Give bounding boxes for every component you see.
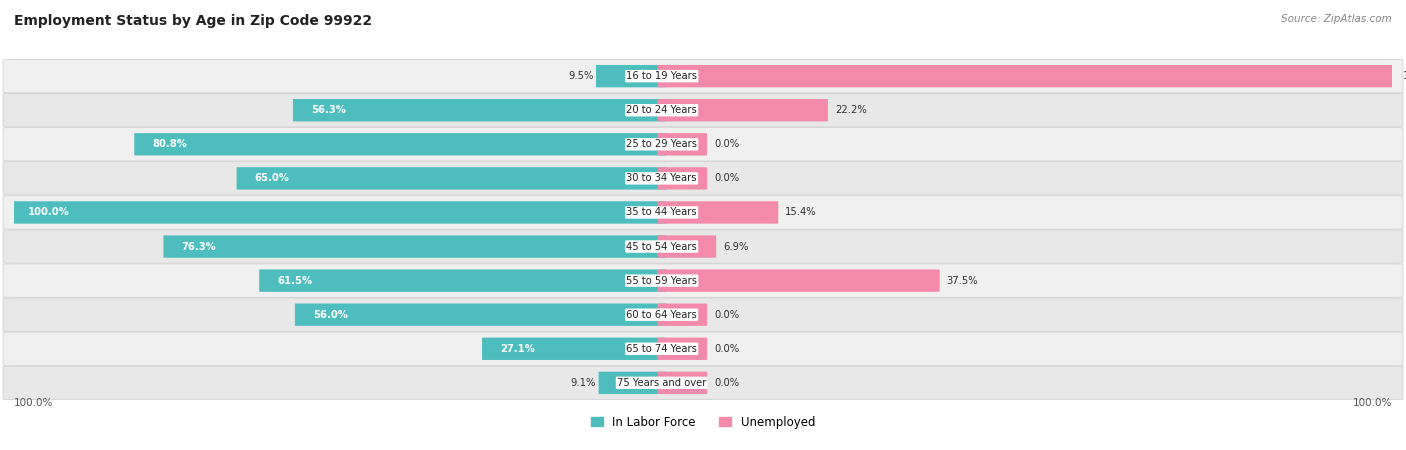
FancyBboxPatch shape [3, 128, 1403, 161]
FancyBboxPatch shape [3, 264, 1403, 297]
FancyBboxPatch shape [3, 298, 1403, 331]
Text: 56.3%: 56.3% [311, 105, 346, 115]
Text: 75 Years and over: 75 Years and over [617, 378, 706, 388]
Text: 56.0%: 56.0% [312, 310, 347, 320]
Text: 80.8%: 80.8% [152, 140, 187, 149]
FancyBboxPatch shape [596, 65, 666, 87]
Text: 0.0%: 0.0% [714, 344, 740, 354]
Text: 0.0%: 0.0% [714, 173, 740, 184]
Text: 100.0%: 100.0% [28, 207, 69, 217]
Text: 6.9%: 6.9% [723, 242, 748, 252]
FancyBboxPatch shape [658, 303, 707, 326]
Text: Source: ZipAtlas.com: Source: ZipAtlas.com [1281, 14, 1392, 23]
FancyBboxPatch shape [3, 94, 1403, 127]
Text: 35 to 44 Years: 35 to 44 Years [626, 207, 697, 217]
Text: 61.5%: 61.5% [277, 275, 312, 286]
Text: 0.0%: 0.0% [714, 378, 740, 388]
FancyBboxPatch shape [482, 338, 666, 360]
Text: 0.0%: 0.0% [714, 310, 740, 320]
FancyBboxPatch shape [3, 162, 1403, 195]
Text: 76.3%: 76.3% [181, 242, 217, 252]
FancyBboxPatch shape [259, 270, 666, 292]
Text: Employment Status by Age in Zip Code 99922: Employment Status by Age in Zip Code 999… [14, 14, 373, 27]
Text: 65.0%: 65.0% [254, 173, 290, 184]
FancyBboxPatch shape [658, 133, 707, 156]
Text: 9.1%: 9.1% [571, 378, 596, 388]
Text: 100.0%: 100.0% [1353, 398, 1392, 408]
FancyBboxPatch shape [658, 338, 707, 360]
Text: 0.0%: 0.0% [714, 140, 740, 149]
Text: 100.0%: 100.0% [1403, 71, 1406, 81]
FancyBboxPatch shape [599, 372, 666, 394]
FancyBboxPatch shape [3, 366, 1403, 400]
FancyBboxPatch shape [658, 99, 828, 122]
Text: 22.2%: 22.2% [835, 105, 866, 115]
FancyBboxPatch shape [134, 133, 666, 156]
Text: 27.1%: 27.1% [501, 344, 534, 354]
Text: 15.4%: 15.4% [785, 207, 817, 217]
Text: 16 to 19 Years: 16 to 19 Years [626, 71, 697, 81]
Text: 25 to 29 Years: 25 to 29 Years [626, 140, 697, 149]
FancyBboxPatch shape [658, 201, 779, 224]
FancyBboxPatch shape [295, 303, 666, 326]
FancyBboxPatch shape [3, 196, 1403, 229]
FancyBboxPatch shape [163, 235, 666, 258]
Text: 37.5%: 37.5% [946, 275, 979, 286]
FancyBboxPatch shape [658, 372, 707, 394]
FancyBboxPatch shape [236, 167, 666, 189]
Text: 45 to 54 Years: 45 to 54 Years [626, 242, 697, 252]
FancyBboxPatch shape [658, 65, 1396, 87]
Legend: In Labor Force, Unemployed: In Labor Force, Unemployed [591, 416, 815, 429]
Text: 9.5%: 9.5% [568, 71, 593, 81]
Text: 55 to 59 Years: 55 to 59 Years [626, 275, 697, 286]
Text: 30 to 34 Years: 30 to 34 Years [627, 173, 697, 184]
FancyBboxPatch shape [658, 235, 716, 258]
FancyBboxPatch shape [3, 230, 1403, 263]
FancyBboxPatch shape [3, 332, 1403, 365]
Text: 20 to 24 Years: 20 to 24 Years [626, 105, 697, 115]
FancyBboxPatch shape [292, 99, 666, 122]
FancyBboxPatch shape [10, 201, 666, 224]
FancyBboxPatch shape [3, 59, 1403, 93]
Text: 100.0%: 100.0% [14, 398, 53, 408]
FancyBboxPatch shape [658, 270, 939, 292]
Text: 60 to 64 Years: 60 to 64 Years [626, 310, 697, 320]
FancyBboxPatch shape [658, 167, 707, 189]
Text: 65 to 74 Years: 65 to 74 Years [626, 344, 697, 354]
